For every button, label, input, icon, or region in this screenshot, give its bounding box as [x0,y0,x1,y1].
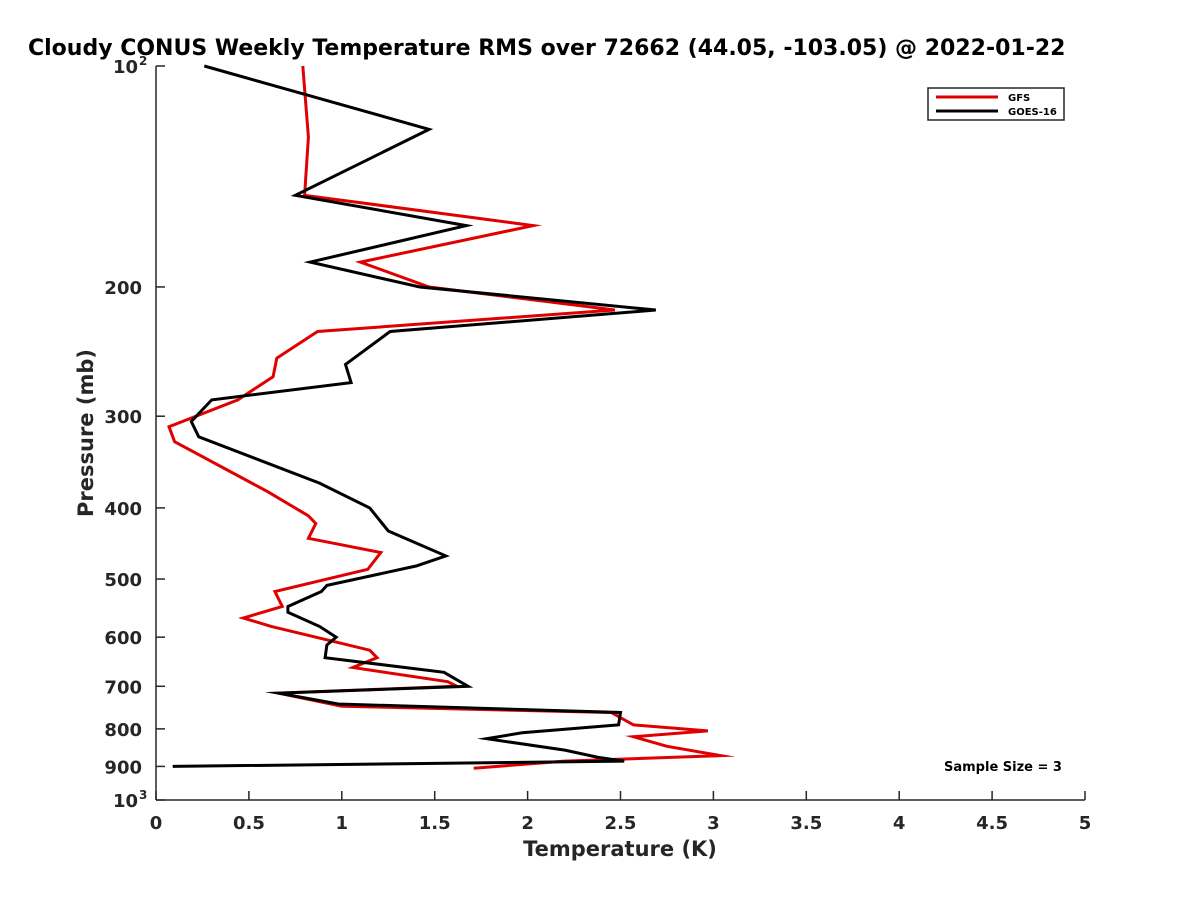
x-tick-label: 4.5 [976,813,1008,834]
x-tick-label: 3.5 [790,813,822,834]
legend-label: GOES-16 [1008,107,1057,118]
y-tick-label: 200 [104,278,142,299]
x-tick-label: 2 [521,813,534,834]
legend-box [927,87,1065,121]
chart-title: Cloudy CONUS Weekly Temperature RMS over… [28,36,1065,61]
y-tick-label: 400 [104,499,142,520]
y-tick-label: 800 [104,720,142,741]
sample-size-annotation: Sample Size = 3 [944,760,1062,775]
series-line-gfs [167,65,736,770]
x-axis-label: Temperature (K) [523,837,717,861]
y-axis-label: Pressure (mb) [74,349,98,517]
y-tick-label: 600 [104,628,142,649]
y-tick-label: 10 [113,57,138,78]
x-tick-label: 3 [707,813,720,834]
x-tick-label: 0 [150,813,163,834]
x-tick-label: 1 [336,813,349,834]
series-line-goes-16 [172,64,656,768]
y-tick-label: 300 [104,407,142,428]
x-tick-label: 5 [1079,813,1092,834]
y-tick-exponent: 2 [139,54,147,68]
x-tick-label: 4 [893,813,906,834]
x-axis-ticks: 0 0.5 1 1.5 2 2.5 3 3.5 4 4.5 5 [150,791,1092,834]
y-tick-label: 500 [104,570,142,591]
x-tick-label: 2.5 [605,813,637,834]
legend-label: GFS [1008,93,1030,104]
y-tick-label: 10 [113,791,138,812]
series-layer [167,64,736,770]
y-tick-label: 900 [104,757,142,778]
x-tick-label: 1.5 [419,813,451,834]
y-tick-exponent: 3 [139,788,147,802]
y-tick-label: 700 [104,677,142,698]
x-tick-label: 0.5 [233,813,265,834]
legend: GFS GOES-16 [927,87,1065,121]
